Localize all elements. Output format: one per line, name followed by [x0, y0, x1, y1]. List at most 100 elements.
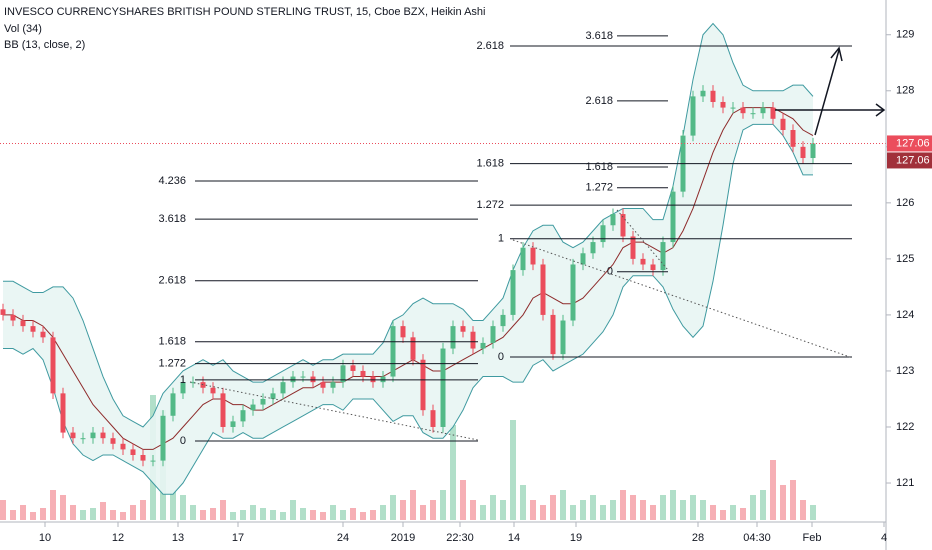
fib-label: 1 [180, 374, 186, 386]
candle-body [450, 326, 456, 349]
volume-bar [610, 500, 616, 520]
y-tick-label: 128 [896, 85, 914, 97]
volume-bar [360, 512, 366, 520]
trend-line [512, 239, 851, 358]
volume-bar [410, 490, 416, 520]
x-tick-label: 4 [881, 532, 887, 544]
volume-bar [480, 505, 486, 520]
candle-body [600, 225, 606, 243]
volume-bar [270, 510, 276, 520]
volume-bar [230, 512, 236, 520]
volume-bar [190, 505, 196, 520]
x-tick-label: 04:30 [743, 532, 771, 544]
volume-bar [720, 510, 726, 520]
x-tick-label: 10 [39, 532, 51, 544]
volume-bar [40, 508, 46, 520]
candle-body [690, 96, 696, 136]
candle-body [530, 247, 536, 265]
fib-label: 0 [498, 351, 504, 363]
volume-bar [600, 505, 606, 520]
volume-bar [670, 490, 676, 520]
x-tick-label: 13 [172, 532, 184, 544]
fib-label: 3.618 [585, 30, 613, 42]
bb-lower [3, 123, 813, 495]
volume-bar [660, 495, 666, 520]
plot: 0 1 1.272 1.618 2.618 3.618 4.236 0 1 1.272 1.618 2… [0, 22, 886, 520]
candle-body [630, 236, 636, 259]
volume-bar [450, 425, 456, 520]
volume-bar [650, 505, 656, 520]
candle-body [100, 432, 106, 439]
volume-bar [630, 495, 636, 520]
volume-bar [470, 500, 476, 520]
candle-body [50, 337, 56, 394]
volume-bar [700, 500, 706, 520]
x-tick-label: 28 [692, 532, 704, 544]
volume-bar [130, 505, 136, 520]
y-tick-label: 122 [896, 421, 914, 433]
candle-body [390, 326, 396, 377]
candle-body [130, 449, 136, 455]
volume-bar [440, 490, 446, 520]
candle-body [540, 264, 546, 315]
volume-bar [590, 495, 596, 520]
candle-body [140, 455, 146, 461]
candle-body [290, 376, 296, 383]
fib-label: 0 [607, 266, 613, 278]
volume-bar [420, 505, 426, 520]
candle-body [430, 410, 436, 427]
volume-bar [350, 508, 356, 520]
volume-bar [750, 495, 756, 520]
arrow [814, 46, 843, 136]
candle-body [360, 370, 366, 377]
volume-bar [430, 500, 436, 520]
candle-body [710, 90, 716, 102]
price-label-box [887, 135, 932, 152]
y-tick-label: 124 [896, 309, 914, 321]
volume-bar [220, 500, 226, 520]
volume-bar [790, 480, 796, 520]
volume-bar [780, 485, 786, 520]
candle-body [170, 393, 176, 416]
candle-body [70, 432, 76, 439]
candle-body [620, 214, 626, 237]
candle-body [780, 118, 786, 130]
candle-body [610, 214, 616, 226]
candle-body [230, 421, 236, 427]
volume-bar [250, 505, 256, 520]
volume-bar [60, 495, 66, 520]
volume-bar [400, 500, 406, 520]
volume-bar [210, 508, 216, 520]
volume-bar [760, 490, 766, 520]
candle-body [660, 242, 666, 271]
fib-label: 1.272 [158, 358, 186, 370]
y-tick-label: 125 [896, 253, 914, 265]
candle-body [560, 320, 566, 355]
x-tick-label: 12 [112, 532, 124, 544]
fib-label: 1.618 [476, 158, 504, 170]
candle-body [470, 331, 476, 349]
candle-body [150, 460, 156, 462]
candle-body [110, 438, 116, 444]
volume-bar [50, 490, 56, 520]
volume-bar [500, 500, 506, 520]
candle-body [410, 337, 416, 360]
bb-basis [3, 107, 814, 450]
candle-body [190, 382, 196, 384]
volume-bar [170, 490, 176, 520]
candle-body [60, 393, 66, 433]
volume-bar [290, 500, 296, 520]
candle-body [340, 365, 346, 383]
volume-bar [770, 460, 776, 520]
volume-bar [620, 490, 626, 520]
fib-label: 1.618 [158, 336, 186, 348]
candle-body [440, 348, 446, 427]
candle-body [210, 387, 216, 394]
trend-line [189, 381, 479, 441]
fib-label: 1.272 [476, 199, 504, 211]
volume-bar [510, 420, 516, 520]
fib-label: 4.236 [158, 175, 186, 187]
volume-bar [120, 512, 126, 520]
volume-bar [580, 500, 586, 520]
fib-label: 2.618 [476, 40, 504, 52]
